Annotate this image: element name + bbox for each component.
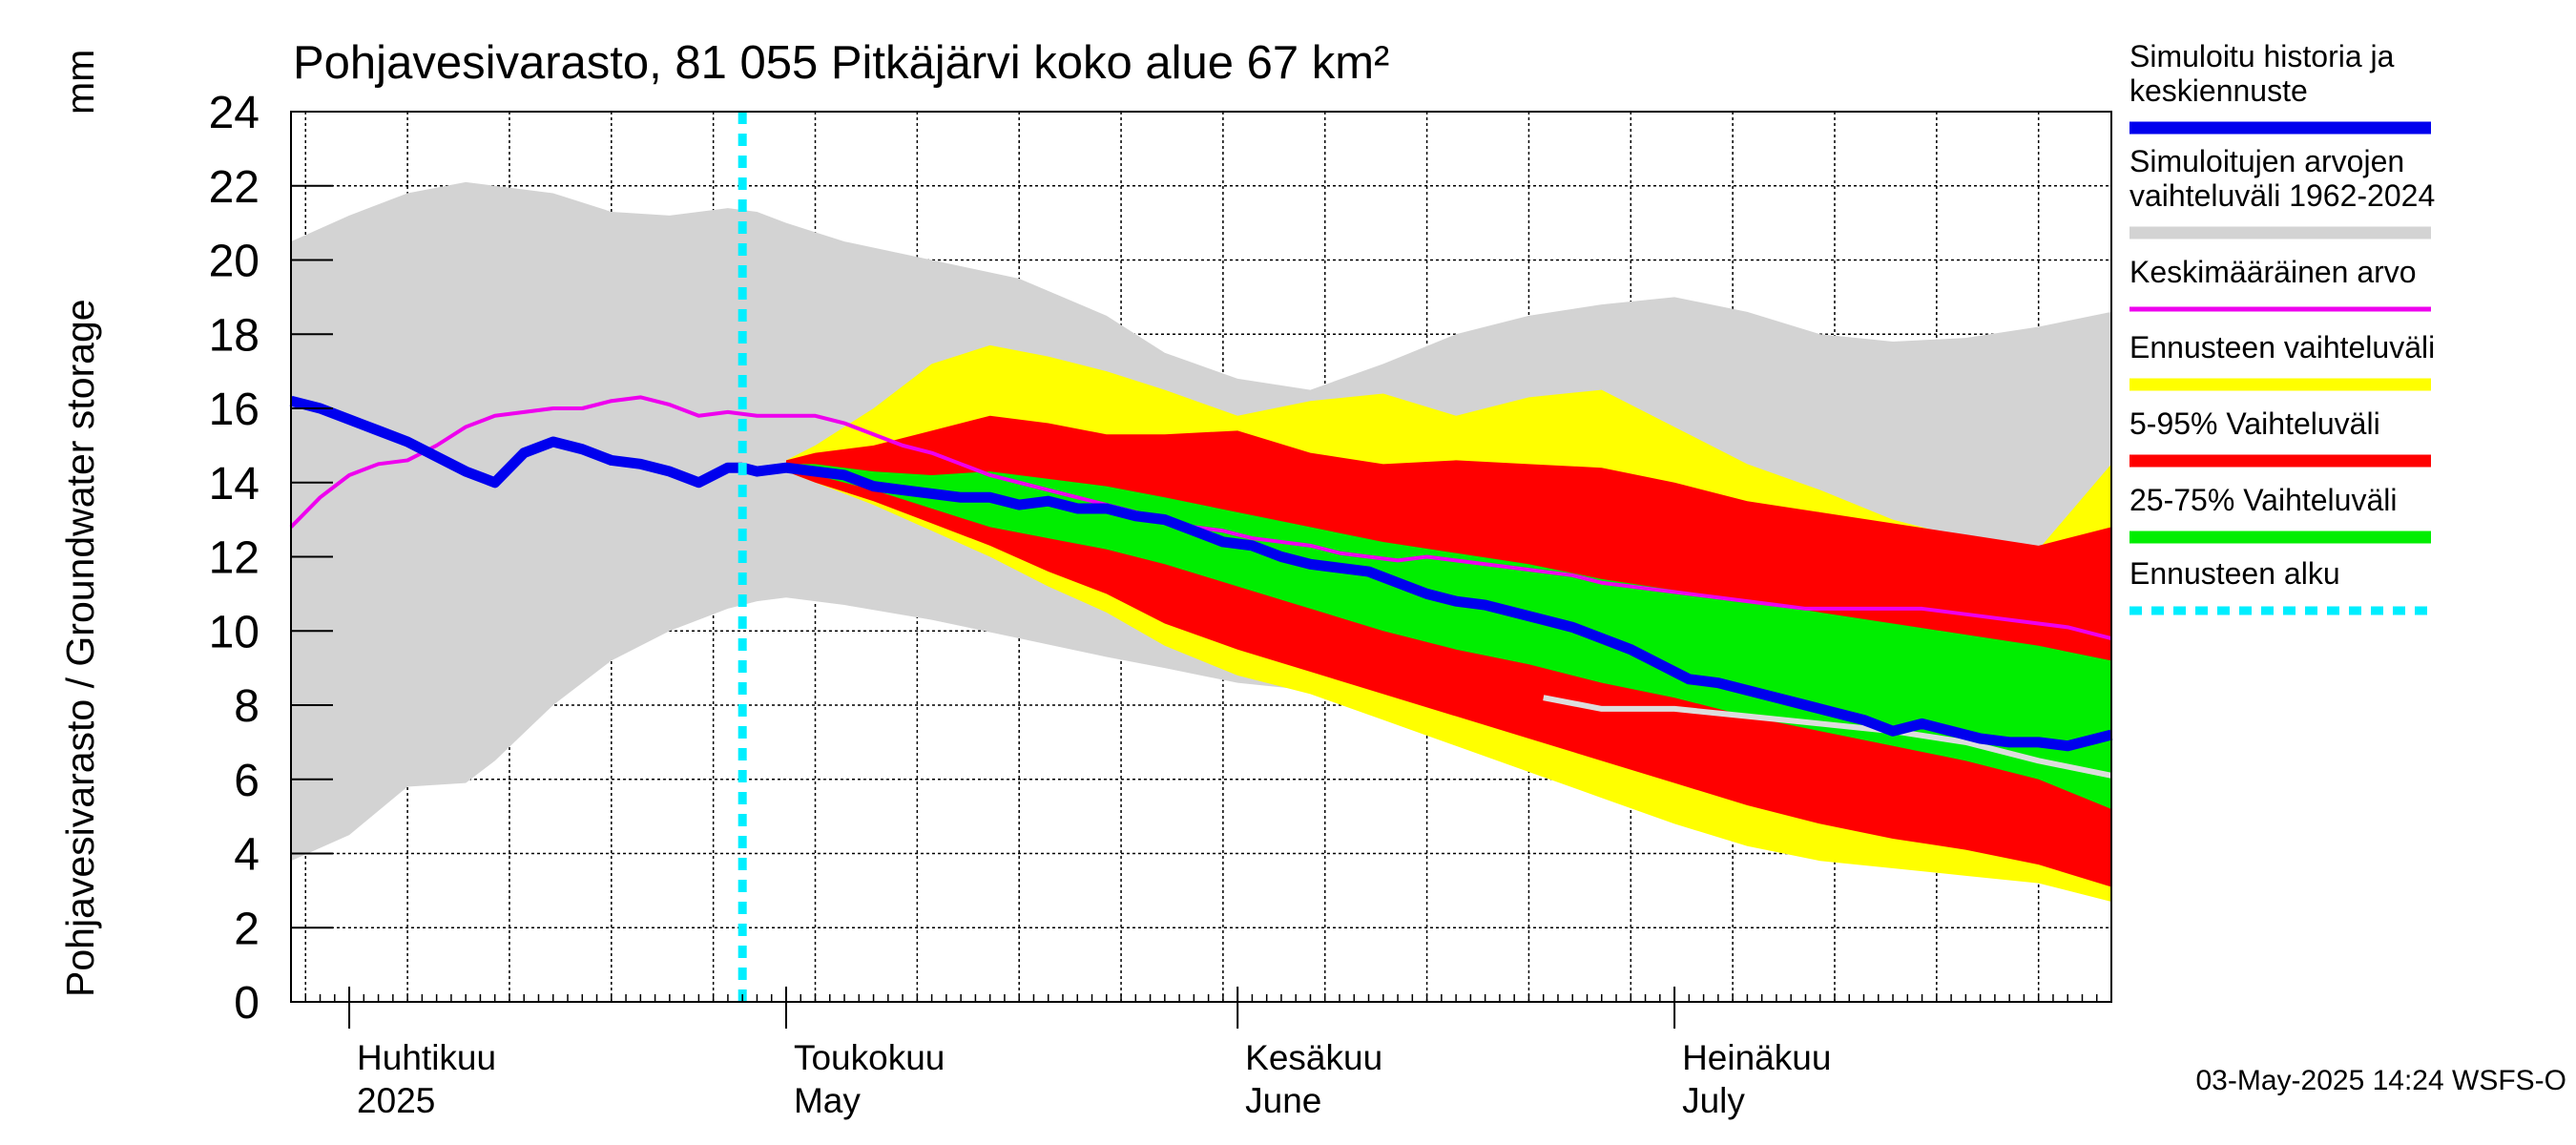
y-tick-label: 14 xyxy=(209,459,260,510)
bands xyxy=(291,181,2111,903)
y-tick-label: 8 xyxy=(234,681,260,732)
x-month-label: Huhtikuu xyxy=(357,1038,496,1077)
y-axis-unit: mm xyxy=(58,50,102,114)
y-tick-label: 2 xyxy=(234,904,260,954)
legend-label: Simuloitujen arvojen xyxy=(2129,144,2404,178)
chart-title: Pohjavesivarasto, 81 055 Pitkäjärvi koko… xyxy=(293,37,1389,89)
x-month-label: Toukokuu xyxy=(794,1038,945,1077)
legend-label: Keskimääräinen arvo xyxy=(2129,255,2417,289)
x-month-label: Kesäkuu xyxy=(1245,1038,1382,1077)
legend-label: 25-75% Vaihteluväli xyxy=(2129,483,2397,517)
legend-label: Simuloitu historia ja xyxy=(2129,39,2395,73)
y-tick-label: 24 xyxy=(209,88,260,138)
mean-line xyxy=(289,395,2112,640)
legend-label: Ennusteen vaihteluväli xyxy=(2129,330,2435,364)
y-tick-label: 0 xyxy=(234,978,260,1029)
y-tick-label: 10 xyxy=(209,607,260,657)
series-lines xyxy=(289,112,2113,1002)
legend-label: keskiennuste xyxy=(2129,73,2308,108)
x-month-sublabel: May xyxy=(794,1081,861,1120)
simulated-history-line xyxy=(289,395,743,489)
y-tick-label: 20 xyxy=(209,237,260,287)
legend-label: vaihteluväli 1962-2024 xyxy=(2129,178,2435,213)
tick-labels: 024681012141618202224Huhtikuu2025Toukoku… xyxy=(209,88,1832,1120)
median-forecast-line xyxy=(740,462,2113,752)
timestamp: 03-May-2025 14:24 WSFS-O xyxy=(2196,1065,2567,1096)
axes xyxy=(290,111,2112,1029)
y-tick-label: 18 xyxy=(209,310,260,361)
y-tick-label: 16 xyxy=(209,385,260,435)
x-month-label: Heinäkuu xyxy=(1682,1038,1831,1077)
y-tick-label: 4 xyxy=(234,830,260,881)
p25-75-band xyxy=(785,464,2111,809)
y-tick-label: 6 xyxy=(234,756,260,806)
x-month-sublabel: 2025 xyxy=(357,1081,435,1120)
y-tick-label: 22 xyxy=(209,162,260,213)
legend-label: 5-95% Vaihteluväli xyxy=(2129,406,2380,441)
historical-low-line xyxy=(1543,695,2112,779)
legend-label: Ennusteen alku xyxy=(2129,556,2340,591)
y-tick-label: 12 xyxy=(209,533,260,584)
x-month-sublabel: June xyxy=(1245,1081,1321,1120)
x-month-sublabel: July xyxy=(1682,1081,1745,1120)
y-axis-label: Pohjavesivarasto / Groundwater storage xyxy=(58,299,102,997)
